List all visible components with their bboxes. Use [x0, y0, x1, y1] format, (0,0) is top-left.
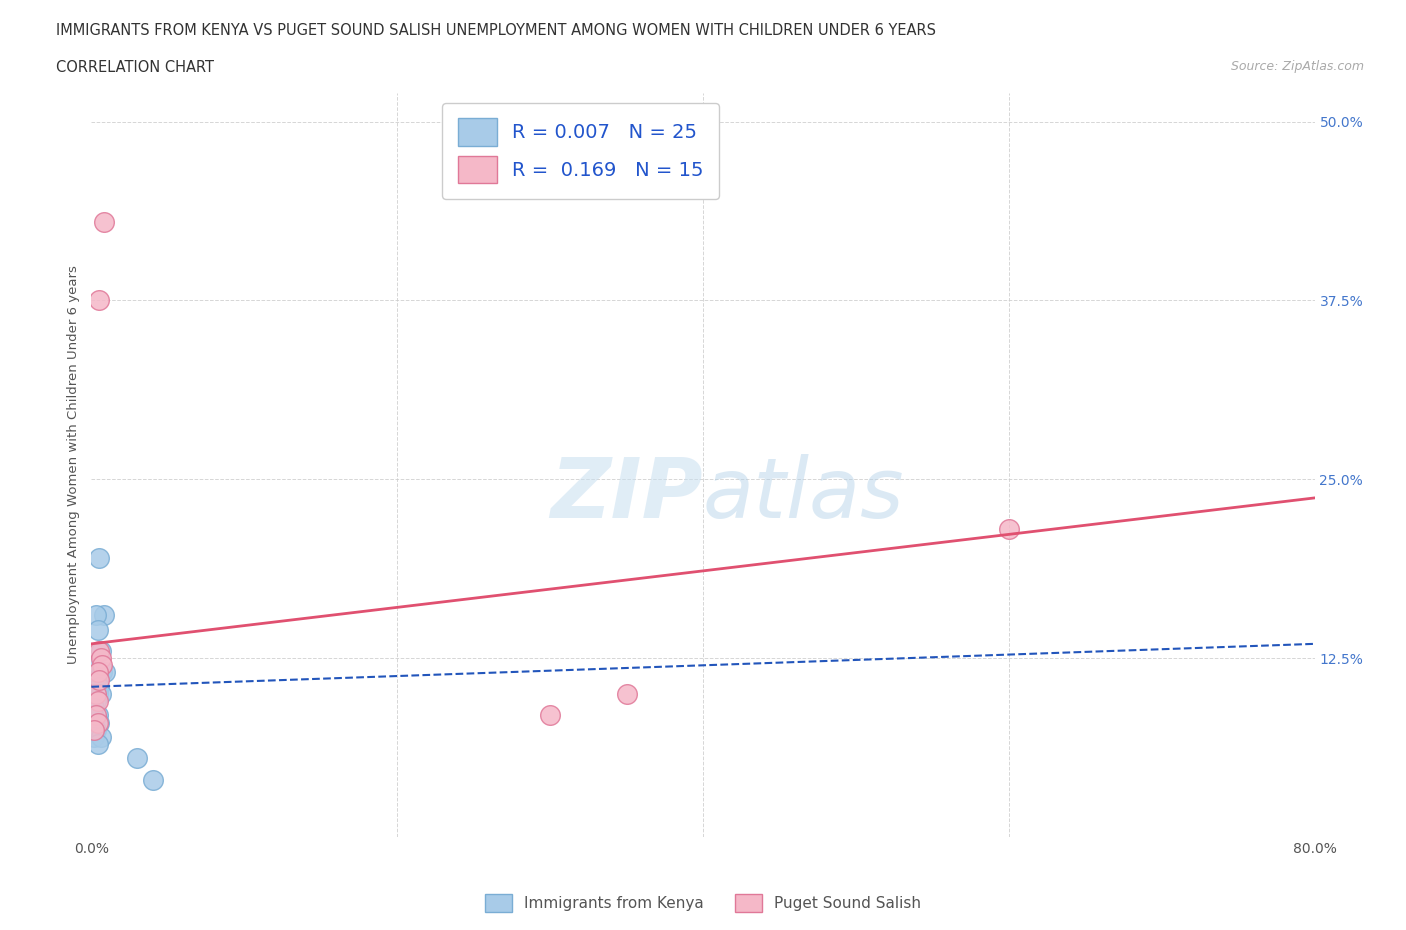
Point — [84, 723, 107, 737]
Point — [87, 715, 110, 730]
Point — [127, 751, 149, 765]
Point — [86, 686, 108, 701]
Point — [83, 686, 105, 701]
Point — [83, 729, 105, 744]
Point — [90, 729, 112, 744]
Point — [87, 551, 110, 565]
Point — [86, 708, 108, 723]
Point — [616, 686, 638, 701]
Point — [86, 622, 108, 637]
Y-axis label: Unemployment Among Women with Children Under 6 years: Unemployment Among Women with Children U… — [67, 266, 80, 664]
Point — [91, 658, 114, 672]
Point — [87, 672, 110, 687]
Point — [84, 608, 107, 623]
Point — [84, 686, 107, 701]
Point — [93, 214, 115, 229]
Point — [86, 665, 108, 680]
Point — [86, 694, 108, 709]
Point — [83, 701, 105, 716]
Text: atlas: atlas — [703, 454, 904, 536]
Point — [87, 293, 110, 308]
Point — [83, 658, 105, 672]
Point — [90, 644, 112, 658]
Point — [91, 665, 114, 680]
Legend: R = 0.007   N = 25, R =  0.169   N = 15: R = 0.007 N = 25, R = 0.169 N = 15 — [441, 102, 720, 199]
Point — [87, 644, 110, 658]
Point — [538, 708, 561, 723]
Legend: Immigrants from Kenya, Puget Sound Salish: Immigrants from Kenya, Puget Sound Salis… — [478, 888, 928, 918]
Point — [84, 672, 107, 687]
Point — [94, 665, 117, 680]
Point — [93, 608, 115, 623]
Point — [82, 686, 104, 701]
Point — [84, 694, 107, 709]
Text: IMMIGRANTS FROM KENYA VS PUGET SOUND SALISH UNEMPLOYMENT AMONG WOMEN WITH CHILDR: IMMIGRANTS FROM KENYA VS PUGET SOUND SAL… — [56, 23, 936, 38]
Text: Source: ZipAtlas.com: Source: ZipAtlas.com — [1230, 60, 1364, 73]
Point — [84, 708, 107, 723]
Point — [86, 737, 108, 751]
Point — [90, 686, 112, 701]
Text: ZIP: ZIP — [550, 454, 703, 536]
Point — [86, 715, 108, 730]
Point — [87, 679, 110, 694]
Text: CORRELATION CHART: CORRELATION CHART — [56, 60, 214, 75]
Point — [90, 651, 112, 666]
Point — [998, 522, 1021, 537]
Point — [83, 723, 105, 737]
Point — [141, 772, 163, 787]
Point — [82, 708, 104, 723]
